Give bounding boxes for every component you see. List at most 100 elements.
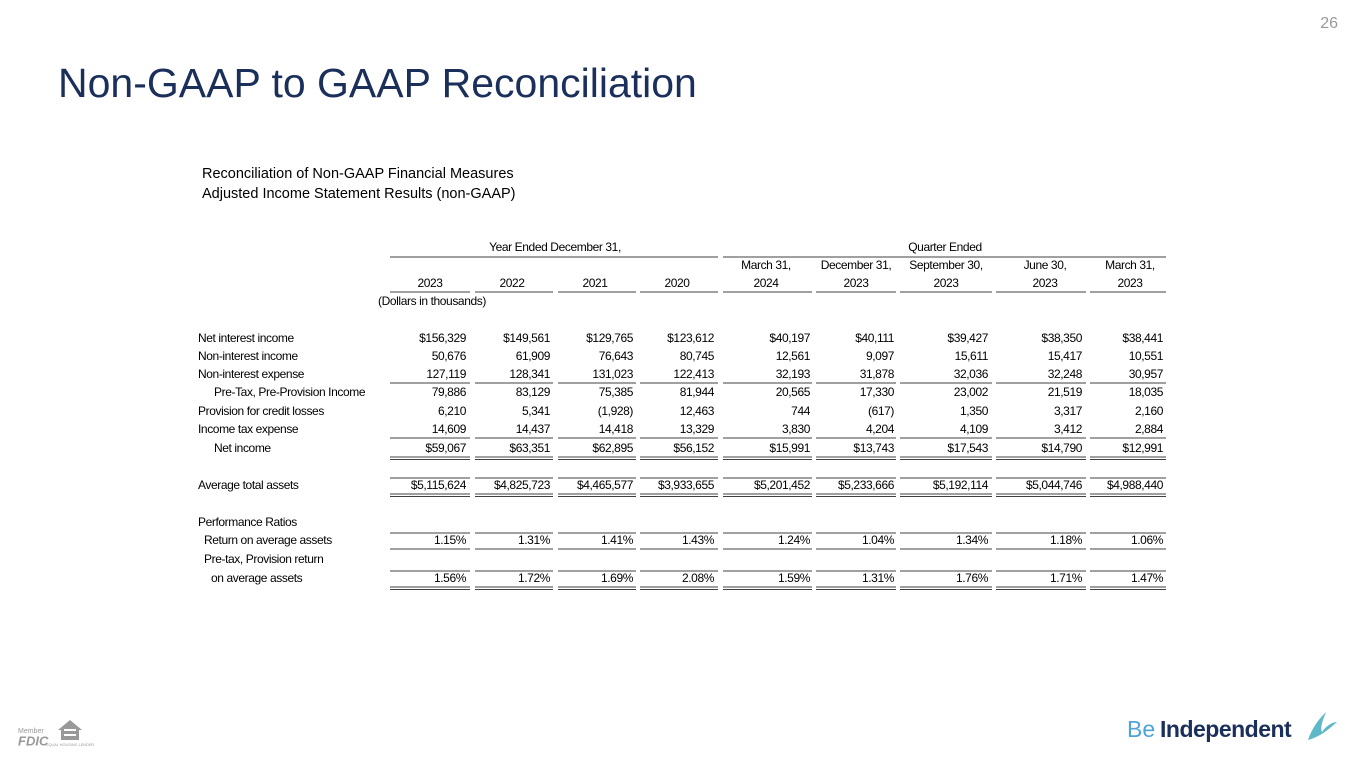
column-header: 2023 [417,276,443,290]
cell: 6,210 [438,404,467,418]
cell: 14,437 [516,422,551,436]
cell: 12,561 [776,349,811,363]
cell: $62,895 [592,441,633,455]
column-header: March 31, [1105,258,1155,272]
row-label: Net income [214,441,271,455]
column-header: September 30, [909,258,983,272]
row-label: Net interest income [198,331,295,345]
cell: 1.71% [1050,571,1083,585]
cell: $56,152 [673,441,714,455]
cell: 79,886 [432,385,467,399]
house-icon [64,734,76,736]
cell: $4,465,577 [577,478,634,492]
cell: $5,192,114 [933,478,989,492]
cell: 23,002 [954,385,989,399]
group-header: Quarter Ended [908,240,982,254]
cell: 744 [791,404,811,418]
bird-icon [1308,712,1337,740]
column-header: 2023 [1117,276,1143,290]
cell: 3,317 [1054,404,1083,418]
cell: $40,111 [855,331,895,345]
fdic: FDIC [18,733,49,748]
cell: 5,341 [522,404,551,418]
cell: 15,417 [1048,349,1083,363]
row-label: Pre-Tax, Pre-Provision Income [214,385,366,399]
cell: 83,129 [516,385,551,399]
cell: 1.59% [778,571,811,585]
cell: $4,988,440 [1107,478,1164,492]
page-number: 26 [1320,15,1338,32]
row-label: Pre-tax, Provision return [204,552,323,566]
row-label: Average total assets [198,478,299,492]
cell: 14,609 [432,422,467,436]
cell: $38,441 [1122,331,1163,345]
cell: 128,341 [509,367,550,381]
cell: $5,044,746 [1026,478,1083,492]
cell: 4,109 [960,422,989,436]
cell: $5,233,666 [838,478,895,492]
cell: 1.04% [862,533,895,547]
row-label: Provision for credit losses [198,404,324,418]
cell: 1,350 [960,404,989,418]
cell: 1.31% [518,533,551,547]
column-header: 2023 [933,276,959,290]
logo-name: Independent [1160,716,1292,742]
cell: 50,676 [432,349,467,363]
row-label: Income tax expense [198,422,299,436]
cell: 4,204 [866,422,895,436]
cell: 1.47% [1131,571,1164,585]
cell: 122,413 [673,367,714,381]
cell: 10,551 [1129,349,1164,363]
row-label: Non-interest income [198,349,299,363]
column-header: 2024 [753,276,779,290]
cell: 1.06% [1131,533,1164,547]
cell: $4,825,723 [494,478,551,492]
row-label: Non-interest expense [198,367,305,381]
group-header: Year Ended December 31, [489,240,621,254]
row-label: Performance Ratios [198,515,297,529]
slide-title: Non-GAAP to GAAP Reconciliation [58,60,697,106]
member: Member [18,728,44,735]
cell: 127,119 [426,367,466,381]
cell: $149,561 [503,331,551,345]
cell: 12,463 [680,404,715,418]
cell: $156,329 [419,331,467,345]
cell: 1.31% [862,571,895,585]
table: Year Ended December 31, Quarter Ended 2023… [198,240,1166,590]
cell: 81,944 [680,385,715,399]
cell: 1.76% [956,571,989,585]
cell: 2,160 [1135,404,1164,418]
cell: 1.18% [1050,533,1083,547]
cell: 32,036 [954,367,989,381]
cell: (1,928) [598,404,634,418]
cell: 13,329 [680,422,715,436]
cell: 1.24% [778,533,811,547]
column-header: 2023 [843,276,869,290]
cell: 1.43% [682,533,715,547]
cell: 2.08% [682,571,715,585]
cell: $12,991 [1122,441,1163,455]
cell: 32,193 [776,367,811,381]
cell: 18,035 [1129,385,1164,399]
cell: 1.69% [601,571,634,585]
cell: 1.34% [956,533,989,547]
cell: 80,745 [680,349,715,363]
cell: 3,412 [1054,422,1083,436]
subtitle: Reconciliation of Non-GAAP Financial Mea… [202,166,514,182]
units: (Dollars in thousands) [378,294,486,308]
cell: $40,197 [769,331,810,345]
cell: $17,543 [947,441,988,455]
cell: $123,612 [667,331,715,345]
cell: $5,201,452 [754,478,811,492]
column-header: December 31, [821,258,892,272]
column-header: 2023 [1032,276,1058,290]
cell: 17,330 [860,385,895,399]
cell: 1.41% [601,533,634,547]
row-label: on average assets [211,571,303,585]
column-header: June 30, [1024,258,1067,272]
cell: $5,115,624 [411,478,467,492]
cell: 31,878 [860,367,895,381]
cell: 14,418 [599,422,634,436]
cell: $39,427 [947,331,988,345]
